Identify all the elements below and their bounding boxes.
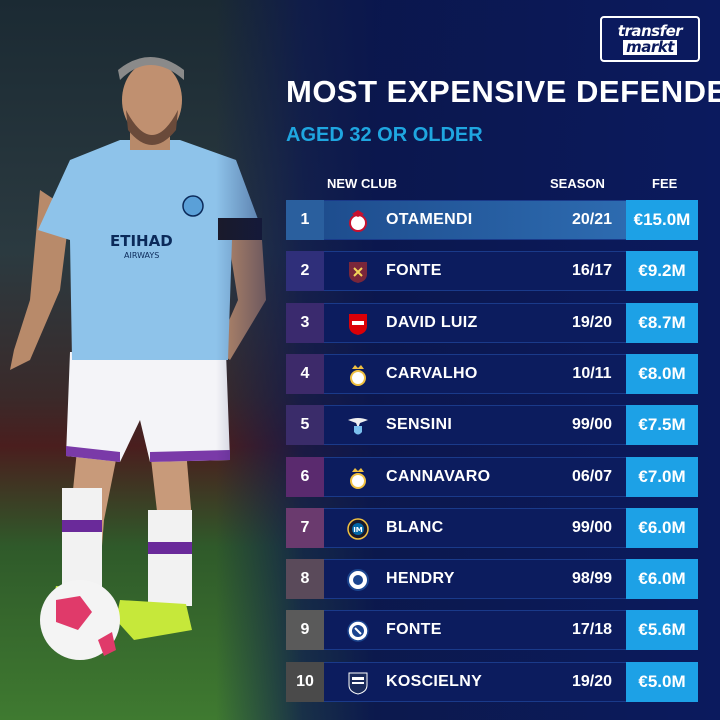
rank-number: 6 [286,456,324,497]
rank-number: 5 [286,405,324,446]
season-value: 16/17 [571,262,613,280]
season-value: 19/20 [571,672,613,690]
player-name: FONTE [386,621,442,639]
fee-value: €7.0M [626,456,698,497]
fee-value: €7.5M [626,405,698,446]
west-ham-crest-icon [346,260,370,284]
season-value: 98/99 [571,570,613,588]
table-row: 8 HENDRY 98/99 €6.0M [286,559,698,600]
table-row: 3 DAVID LUIZ 19/20 €8.7M [286,302,698,343]
fee-value: €5.6M [626,610,698,651]
header-club: NEW CLUB [327,176,398,191]
real-madrid-crest-icon [346,466,370,490]
season-value: 99/00 [571,416,613,434]
lille-crest-icon [346,619,370,643]
player-name: CANNAVARO [386,467,491,485]
table-row: 10 KOSCIELNY 19/20 €5.0M [286,661,698,702]
rank-number: 9 [286,610,324,651]
table-row: 1 OTAMENDI 20/21 €15.0M [286,200,698,240]
fee-value: €8.7M [626,302,698,343]
row-body: IM BLANC 99/00 [324,507,626,548]
table-row: 2 FONTE 16/17 €9.2M [286,251,698,292]
player-name: KOSCIELNY [386,672,483,690]
rank-number: 8 [286,559,324,600]
player-name: BLANC [386,518,444,536]
row-body: FONTE 16/17 [324,251,626,292]
real-madrid-crest-icon [346,363,370,387]
page-title: MOST EXPENSIVE DEFENDERS [286,74,720,109]
table-row: 4 CARVALHO 10/11 €8.0M [286,353,698,394]
fee-value: €6.0M [626,507,698,548]
season-value: 99/00 [571,518,613,536]
rank-number: 10 [286,661,324,702]
lazio-crest-icon [346,414,370,438]
arsenal-crest-icon [346,312,370,336]
player-name: HENDRY [386,570,455,588]
row-body: OTAMENDI 20/21 [324,200,626,240]
fee-value: €8.0M [626,353,698,394]
season-value: 19/20 [571,313,613,331]
rank-number: 2 [286,251,324,292]
logo-line-2: markt [623,39,677,55]
fee-value: €6.0M [626,559,698,600]
season-value: 20/21 [571,211,613,228]
inter-crest-icon: IM [346,517,370,541]
page-subtitle: AGED 32 OR OLDER [286,124,483,146]
player-name: OTAMENDI [386,211,473,228]
bordeaux-crest-icon [346,671,370,695]
player-name: DAVID LUIZ [386,313,478,331]
season-value: 17/18 [571,621,613,639]
player-name: FONTE [386,262,442,280]
rank-number: 7 [286,507,324,548]
header-season: SEASON [550,176,605,191]
row-body: CARVALHO 10/11 [324,353,626,394]
season-value: 06/07 [571,467,613,485]
table-row: 9 FONTE 17/18 €5.6M [286,610,698,651]
fee-value: €9.2M [626,251,698,292]
rangers-crest-icon [346,568,370,592]
rank-number: 4 [286,353,324,394]
fee-value: €15.0M [626,200,698,240]
table-row: 5 SENSINI 99/00 €7.5M [286,405,698,446]
row-body: FONTE 17/18 [324,610,626,651]
row-body: HENDRY 98/99 [324,559,626,600]
rank-number: 3 [286,302,324,343]
fee-value: €5.0M [626,661,698,702]
player-name: CARVALHO [386,364,478,382]
player-name: SENSINI [386,416,453,434]
table-row: 6 CANNAVARO 06/07 €7.0M [286,456,698,497]
row-body: CANNAVARO 06/07 [324,456,626,497]
row-body: KOSCIELNY 19/20 [324,661,626,702]
logo-line-1: transfer [617,21,683,40]
benfica-crest-icon [346,209,370,233]
rank-number: 1 [286,200,324,240]
row-body: SENSINI 99/00 [324,405,626,446]
header-fee: FEE [652,176,678,191]
svg-text:IM: IM [353,526,363,534]
season-value: 10/11 [572,364,612,382]
row-body: DAVID LUIZ 19/20 [324,302,626,343]
transfermarkt-logo: transfer markt [600,16,700,62]
table-row: 7 IM BLANC 99/00 €6.0M [286,507,698,548]
